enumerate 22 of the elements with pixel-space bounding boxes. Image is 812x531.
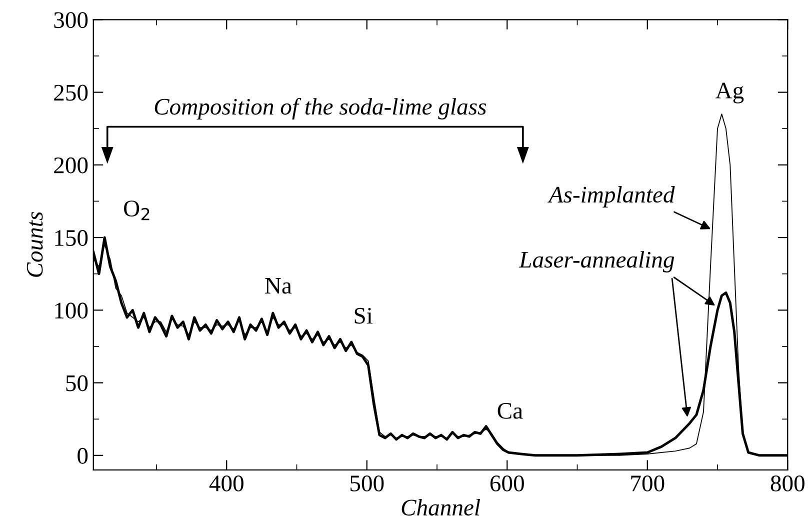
y-axis-title: Counts	[26, 212, 43, 277]
y-tick-label: 300	[54, 12, 88, 28]
x-tick-label: 800	[770, 475, 804, 492]
annotation: Na	[265, 278, 292, 294]
y-tick-label: 50	[66, 375, 88, 392]
annotation: Si	[354, 308, 372, 324]
x-tick-label: 600	[490, 475, 524, 492]
x-tick-label: 400	[209, 475, 244, 492]
x-axis-title: Channel	[402, 498, 480, 516]
y-tick-label: 0	[78, 448, 88, 464]
annotation: Ag	[716, 82, 744, 104]
y-tick-label: 150	[55, 230, 88, 246]
x-tick-label: 700	[631, 475, 664, 492]
y-tick-label: 250	[54, 84, 88, 101]
annotation: O$_{2}$	[124, 200, 150, 220]
x-tick-label: 500	[350, 475, 384, 492]
annotation: Composition of the soda-lime glass	[154, 98, 486, 120]
annotation: Laser-annealing	[518, 251, 674, 273]
y-tick-label: 200	[54, 157, 88, 174]
annotation: As-implanted	[548, 186, 675, 208]
y-tick-label: 100	[55, 302, 88, 319]
annotation: Ca	[498, 402, 523, 419]
